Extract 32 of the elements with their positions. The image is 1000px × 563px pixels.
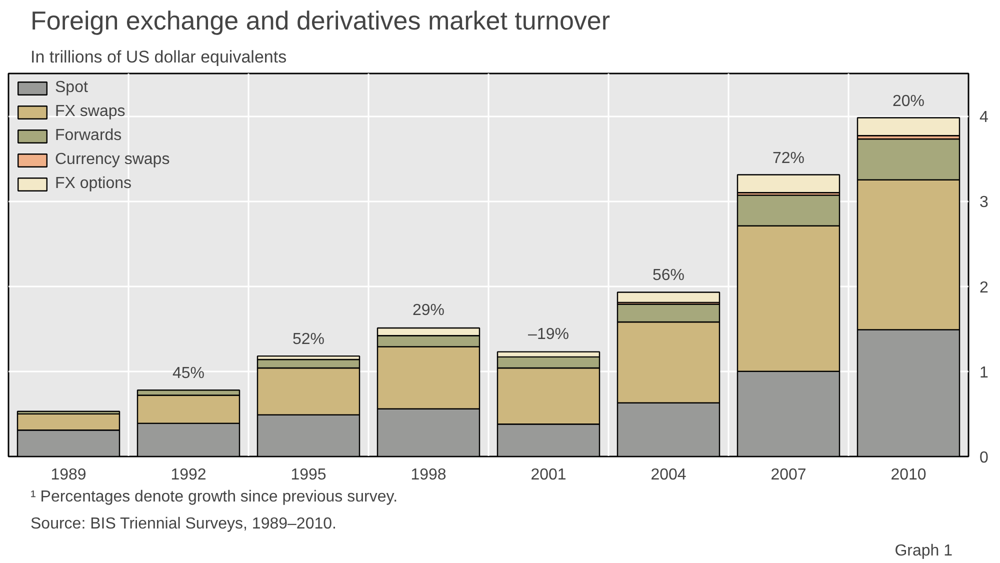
bar (736, 174, 840, 194)
x-tick-label: 2001 (530, 466, 566, 484)
annotation: –19% (528, 326, 569, 343)
text: ¹ Percentages denote growth since previous survey. (30, 488, 398, 506)
y-tick-label: 3 (980, 194, 988, 212)
annotation: 29% (412, 302, 445, 320)
y-tick-label: 2 (980, 279, 988, 296)
y-tick-label: 0 (980, 450, 988, 466)
x-tick-label: 1998 (410, 466, 446, 484)
annotation: 45% (172, 365, 205, 382)
chart-subtitle: In trillions of US dollar equivalents (30, 48, 287, 66)
y-tick-label: 4 (980, 109, 988, 126)
chart-title: Foreign exchange and derivatives market turnover (30, 6, 610, 36)
bar (856, 117, 960, 136)
x-tick-label: 1989 (50, 466, 86, 484)
caption: Graph 1 (894, 542, 953, 560)
x-tick-label: 1992 (170, 466, 206, 484)
annotation: 72% (772, 150, 805, 167)
annotation: 56% (652, 267, 685, 284)
x-tick-label: 2004 (650, 466, 686, 484)
source-note: Source: BIS Triennial Surveys, 1989–2010. (30, 516, 336, 532)
annotation: 52% (292, 331, 325, 348)
legend-label: Currency swaps (55, 151, 170, 169)
legend-label: Forwards (55, 127, 122, 145)
x-tick-label: 1995 (290, 466, 326, 484)
legend-label: FX swaps (55, 103, 126, 121)
x-tick-label: 2007 (770, 466, 806, 484)
legend-label: Spot (55, 79, 88, 97)
y-tick-label: 1 (980, 364, 988, 382)
x-tick-label: 2010 (890, 466, 926, 484)
legend-label: FX options (55, 175, 132, 193)
annotation: 20% (892, 92, 925, 110)
